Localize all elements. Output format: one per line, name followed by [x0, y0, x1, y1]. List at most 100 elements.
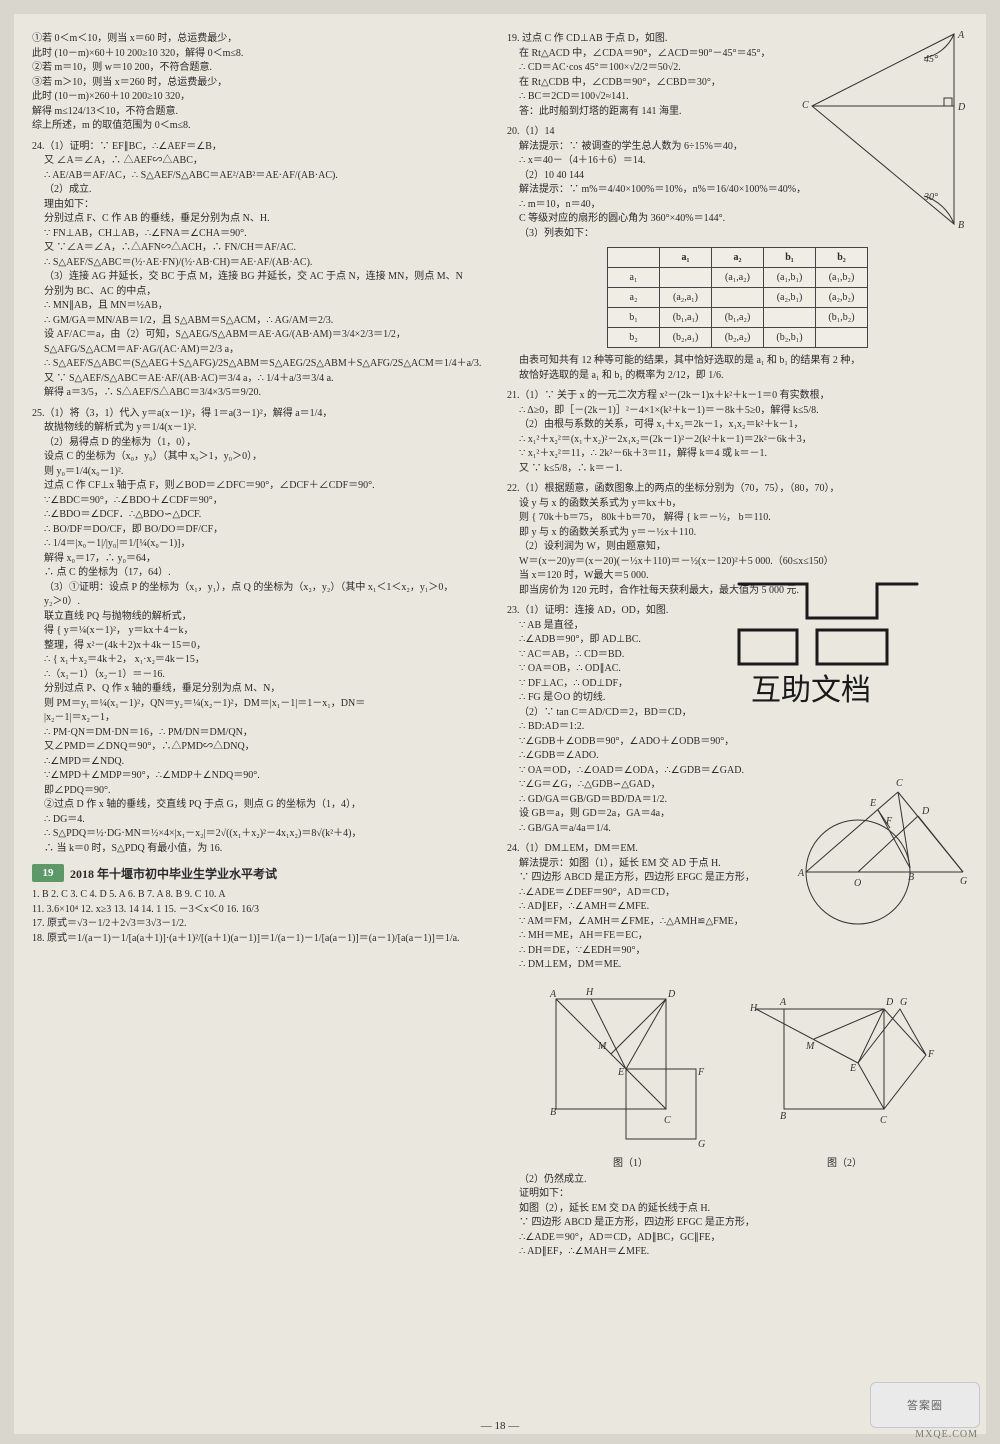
fig-caption-1: 图（1）: [536, 1154, 726, 1169]
text-line: 由表可知共有 12 种等可能的结果，其中恰好选取的是 a₁ 和 b₁ 的结果有 …: [507, 354, 968, 369]
fig-caption-2: 图（2）: [750, 1154, 940, 1169]
text-line: ∴ Δ≥0，即［－(2k－1)］²－4×1×(k²＋k－1)＝－8k＋5≥0，解…: [507, 404, 968, 419]
text-line: ∴ BC＝2CD＝100√2≈141.: [507, 90, 798, 105]
text-line: 则 { 70k＋b＝75， 80k＋b＝70， 解得 { k＝－½， b＝110…: [507, 511, 968, 526]
text-line: ∴（x₁－1）（x₂－1）＝－16.: [32, 668, 493, 683]
text-line: 21.（1）∵ 关于 x 的一元二次方程 x²－(2k－1)x＋k²＋k－1＝0…: [507, 389, 968, 404]
label-B: B: [958, 220, 964, 231]
svg-text:B: B: [780, 1111, 786, 1122]
text-line: 又∠PMD＝∠DNQ＝90°，∴△PMD∽△DNQ，: [32, 740, 493, 755]
text-line: 过点 C 作 CF⊥x 轴于点 F，则∠BOD＝∠DFC＝90°，∠DCF＋∠C…: [32, 479, 493, 494]
text-line: 分别过点 P、Q 作 x 轴的垂线，垂足分别为点 M、N，: [32, 682, 493, 697]
text-line: （2）由根与系数的关系，可得 x₁＋x₂＝2k－1，x₁x₂＝k²＋k－1，: [507, 418, 968, 433]
text-line: ②若 m＝10，则 w＝10 200，不符合题意.: [32, 61, 493, 76]
q24-figures: A B C D E F G H M 图（1）: [507, 979, 968, 1169]
left-column: ①若 0＜m＜10，则当 x＝60 时，总运费最少， 此时 (10－m)×60＋…: [32, 32, 493, 1424]
text-line: ∵ AC＝AB，∴ CD＝BD.: [507, 648, 778, 663]
svg-text:C: C: [880, 1115, 887, 1126]
text-line: 则 PM＝y₁＝¼(x₁－1)²，QN＝y₂＝¼(x₂－1)²，DM＝|x₁－1…: [32, 697, 493, 712]
text-line: 证明如下：: [507, 1187, 968, 1202]
text-line: ∵ FN⊥AB，CH⊥AB，∴∠FNA＝∠CHA＝90°.: [32, 227, 493, 242]
td: (a₁,b₂): [816, 268, 868, 288]
text-line: ∴ BD:AD＝1:2.: [507, 720, 778, 735]
text-line: 即∠PDQ＝90°.: [32, 784, 493, 799]
text-line: 在 Rt△ACD 中，∠CDA＝90°，∠ACD＝90°－45°＝45°，: [507, 47, 798, 62]
answers-block: 1. B 2. C 3. C 4. D 5. A 6. B 7. A 8. B …: [32, 888, 493, 946]
text-line: 故恰好选取的是 a₁ 和 b₁ 的概率为 2/12，即 1/6.: [507, 369, 968, 384]
right-column: A B C D 45° 30° 19. 过点 C 作 CD⊥AB 于点 D，如图…: [507, 32, 968, 1424]
text-line: ∴ AD∥EF，∴∠MAH＝∠MFE.: [507, 1245, 968, 1260]
text-line: 整理，得 x²－(4k＋2)x＋4k－15＝0，: [32, 639, 493, 654]
td: (a₂,b₁): [764, 288, 816, 308]
text-line: ∵ OA＝OB，∴ OD∥AC.: [507, 662, 778, 677]
text-line: 17. 原式＝√3－1/2＋2√3＝3√3－1/2.: [32, 917, 493, 932]
text-line: 19. 过点 C 作 CD⊥AB 于点 D，如图.: [507, 32, 798, 47]
td: [816, 328, 868, 348]
text-line: 解得 x₀＝17，∴ y₀＝64，: [32, 552, 493, 567]
fig-24-1: A B C D E F G H M: [536, 979, 726, 1149]
text-line: 设点 C 的坐标为（x₀，y₀）（其中 x₀＞1，y₀＞0），: [32, 450, 493, 465]
text-line: ②过点 D 作 x 轴的垂线，交直线 PQ 于点 G，则点 G 的坐标为（1，4…: [32, 798, 493, 813]
td: b₂: [608, 328, 660, 348]
text-line: 又 ∵∠A＝∠A，∴△AFN∽△ACH，∴ FN/CH＝AF/AC.: [32, 241, 493, 256]
label-G: G: [960, 876, 967, 887]
text-line: ∴∠GDB＝∠ADO.: [507, 749, 778, 764]
text-line: ∴ MN∥AB，且 MN＝½AB，: [32, 299, 493, 314]
site-url: MXQE.COM: [915, 1429, 978, 1440]
td: (b₂,b₁): [764, 328, 816, 348]
title-text: 2018 年十堰市初中毕业生学业水平考试: [70, 865, 277, 882]
text-line: ③若 m＞10，则当 x＝260 时，总运费最少，: [32, 76, 493, 91]
text-line: 1. B 2. C 3. C 4. D 5. A 6. B 7. A 8. B …: [32, 888, 493, 903]
svg-text:F: F: [927, 1049, 935, 1060]
text-line: 即 y 与 x 的函数关系式为 y＝－½x＋110.: [507, 526, 968, 541]
td: (b₂,a₂): [712, 328, 764, 348]
text-line: ∴∠MPD＝∠NDQ.: [32, 755, 493, 770]
text-line: ∴ AE/AB＝AF/AC，∴ S△AEF/S△ABC＝AE²/AB²＝AE·A…: [32, 169, 493, 184]
td: a₁: [608, 268, 660, 288]
text-line: 答：此时船到灯塔的距离有 141 海里.: [507, 105, 798, 120]
label-A: A: [957, 30, 965, 41]
page-number: 18: [481, 1420, 520, 1432]
q19-figure: A B C D 45° 30°: [804, 28, 974, 238]
th: b₁: [764, 248, 816, 268]
text-line: （2）易得点 D 的坐标为（1，0），: [32, 436, 493, 451]
text-line: ∴ DH＝DE，∵∠EDH＝90°，: [507, 944, 968, 959]
td: [660, 268, 712, 288]
svg-text:H: H: [750, 1003, 758, 1014]
svg-text:M: M: [805, 1041, 815, 1052]
text-line: （3）①证明：设点 P 的坐标为（x₁，y₁），点 Q 的坐标为（x₂，y₂）（…: [32, 581, 493, 596]
pre-block: ①若 0＜m＜10，则当 x＝60 时，总运费最少， 此时 (10－m)×60＋…: [32, 32, 493, 134]
label-D: D: [957, 102, 966, 113]
th: a₂: [712, 248, 764, 268]
label-A: A: [797, 868, 805, 879]
text-line: ∴ PM·QN＝DM·DN＝16，∴ PM/DN＝DM/QN，: [32, 726, 493, 741]
probability-table: a₁ a₂ b₁ b₂ a₁ (a₁,a₂) (a₁,b₁) (a₁,b₂) a…: [607, 247, 868, 348]
text-line: ∴∠BDO＝∠DCF．∴△BDO∽△DCF.: [32, 508, 493, 523]
label-O: O: [854, 878, 861, 889]
text-line: 22.（1）根据题意，函数图象上的两点的坐标分别为（70，75），（80，70）…: [507, 482, 968, 497]
label-F: F: [885, 816, 893, 827]
q20b-block: 由表可知共有 12 种等可能的结果，其中恰好选取的是 a₁ 和 b₁ 的结果有 …: [507, 354, 968, 383]
exam-title: 19 2018 年十堰市初中毕业生学业水平考试: [32, 864, 493, 882]
text-line: ∴∠ADB＝90°，即 AD⊥BC.: [507, 633, 778, 648]
svg-text:E: E: [849, 1063, 856, 1074]
label-30: 30°: [923, 192, 938, 203]
text-line: ∵ OA＝OD，∴∠OAD＝∠ODA，∴∠GDB＝∠GAD.: [507, 764, 778, 779]
text-line: 即当房价为 120 元时，合作社每天获利最大，最大值为 5 000 元.: [507, 584, 968, 599]
td: (b₁,a₂): [712, 308, 764, 328]
text-line: ①若 0＜m＜10，则当 x＝60 时，总运费最少，: [32, 32, 493, 47]
text-line: ∵∠G＝∠G，∴△GDB∽△GAD，: [507, 778, 778, 793]
text-line: 分别为 BC、AC 的中点，: [32, 285, 493, 300]
text-line: （2）仍然成立.: [507, 1173, 968, 1188]
text-line: ∴ DG＝4.: [32, 813, 493, 828]
td: (a₂,a₁): [660, 288, 712, 308]
td: (b₁,b₂): [816, 308, 868, 328]
td: (a₁,a₂): [712, 268, 764, 288]
label-B: B: [908, 872, 914, 883]
text-line: 则 y₀＝1/4(x₀－1)².: [32, 465, 493, 480]
svg-text:D: D: [885, 997, 894, 1008]
q24b-block: （2）仍然成立. 证明如下： 如图（2），延长 EM 交 DA 的延长线于点 H…: [507, 1173, 968, 1260]
td: a₂: [608, 288, 660, 308]
text-line: ∴ x₁²＋x₂²＝(x₁＋x₂)²－2x₁x₂＝(2k－1)²－2(k²＋k－…: [507, 433, 968, 448]
text-line: 又 ∵ S△AEF/S△ABC＝AE·AF/(AB·AC)＝3/4 a，∴ 1/…: [32, 372, 493, 387]
